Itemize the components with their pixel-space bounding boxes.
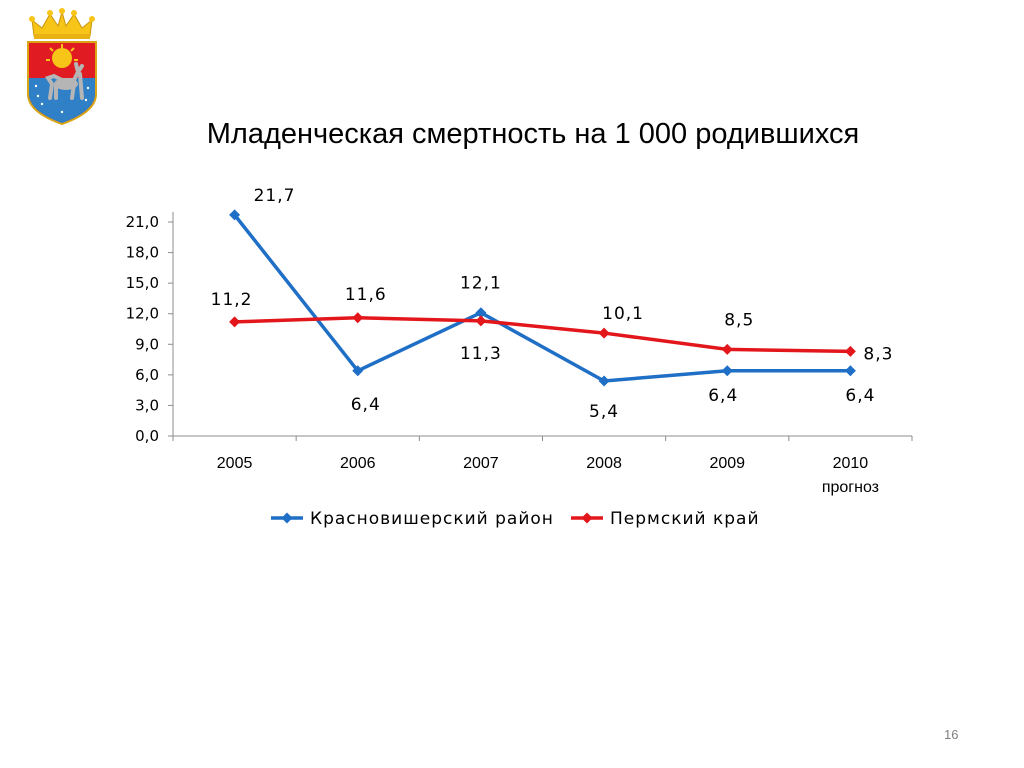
legend-swatch-marker [581,512,593,524]
data-label: 8,5 [724,310,754,330]
line-chart: 0,03,06,09,012,015,018,021,0 2005 2006 200… [126,186,913,529]
series-1-point [229,209,241,221]
y-tick-label: 3,0 [135,396,159,414]
series-2-point [844,345,856,357]
legend: Красновишерский район Пермский край [271,509,760,529]
data-label: 11,2 [211,290,253,310]
series-2-point [721,343,733,355]
y-axis: 0,0 3,0 6,0 9,0 12,0 15,0 18,0 21,0 [126,212,174,445]
y-tick-label: 9,0 [135,335,159,353]
x-tick-label: 2007 [463,455,499,472]
series-2-point [475,315,487,327]
series-1-point [721,365,733,377]
series-line-1 [233,213,851,383]
series-group [229,209,856,387]
x-axis: 2005 2006 2007 2008 2009 2010 прогноз [172,435,913,496]
coat-of-arms-logo [27,8,97,126]
series-2-point [352,312,364,324]
series-2-point [229,316,241,328]
x-tick-label: 2009 [709,455,745,472]
data-label: 11,3 [460,344,502,364]
x-tick-label: 2006 [340,455,376,472]
y-tick-label: 15,0 [126,274,159,292]
data-label: 5,4 [589,402,619,422]
data-label: 6,4 [708,386,738,406]
series-1-point [598,375,610,387]
slide-title: Младенческая смертность на 1 000 родивши… [206,118,860,150]
data-label: 10,1 [602,304,644,324]
data-label: 21,7 [254,186,296,206]
y-tick-label: 6,0 [135,366,159,384]
crown-icon [29,8,95,39]
y-tick-label: 12,0 [126,305,159,323]
x-tick-label: 2005 [217,455,253,472]
legend-label: Пермский край [610,509,760,529]
series-1-point [352,365,364,377]
series-2-point [598,327,610,339]
data-label: 6,4 [845,386,875,406]
legend-label: Красновишерский район [310,509,554,529]
y-tick-label: 0,0 [135,427,159,445]
data-label: 12,1 [460,274,502,294]
legend-swatch-marker [281,512,293,524]
x-tick-sublabel: прогноз [822,479,879,496]
data-labels: 21,7 6,4 12,1 5,4 6,4 6,4 11,2 11,6 11,3 10,1 8,5 8… [211,186,893,422]
shield-icon [27,41,97,126]
data-label: 6,4 [351,395,381,415]
y-tick-label: 21,0 [126,213,159,231]
series-line-2 [234,316,851,354]
slide-number: 16 [944,727,959,742]
data-label: 11,6 [345,285,387,305]
data-label: 8,3 [863,344,893,364]
series-1-point [475,307,487,319]
y-tick-label: 18,0 [126,244,159,262]
x-tick-label: 2008 [586,455,622,472]
series-1-point [844,365,856,377]
x-tick-label: 2010 [833,455,869,472]
